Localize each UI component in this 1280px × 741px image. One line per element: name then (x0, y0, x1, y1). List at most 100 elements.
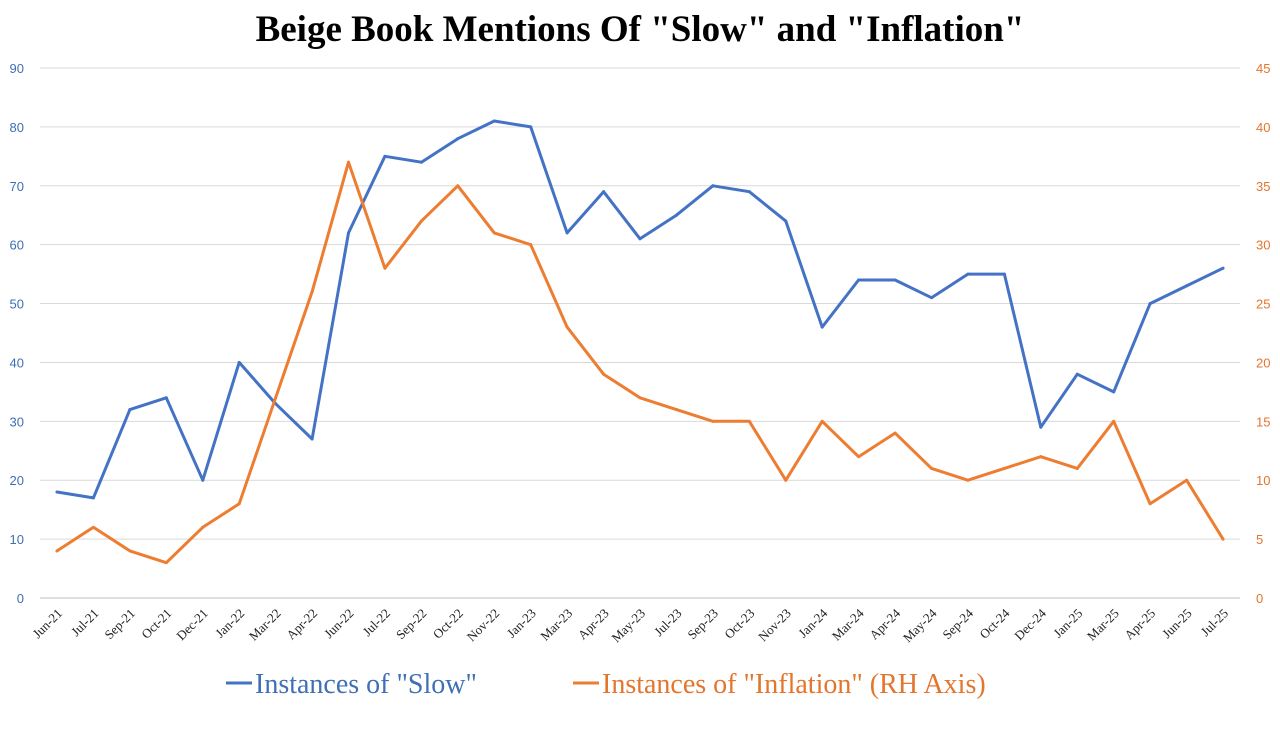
x-tick-label: May-23 (608, 606, 648, 646)
data-point-slow (784, 219, 788, 223)
x-tick-label: Sep-23 (684, 606, 721, 643)
data-point-inflation (1185, 478, 1189, 482)
data-point-slow (310, 437, 314, 441)
data-point-slow (383, 154, 387, 158)
x-tick-label: Sep-22 (393, 606, 430, 643)
left-axis: 0 10 20 30 40 50 60 70 80 90 (10, 61, 24, 606)
right-tick-label: 5 (1256, 532, 1263, 547)
right-tick-label: 35 (1256, 179, 1270, 194)
x-tick-label: Apr-23 (575, 606, 612, 643)
data-point-slow (456, 137, 460, 141)
right-tick-label: 30 (1256, 238, 1270, 253)
data-point-inflation (893, 431, 897, 435)
left-tick-label: 40 (10, 355, 24, 370)
x-tick-label: Sep-24 (939, 605, 976, 642)
x-tick-label: Jul-22 (359, 606, 393, 640)
x-tick-label: Jun-25 (1159, 606, 1195, 642)
data-point-inflation (784, 478, 788, 482)
x-tick-label: Mar-23 (537, 606, 575, 644)
left-tick-label: 80 (10, 120, 24, 135)
data-point-inflation (274, 396, 278, 400)
data-point-slow (128, 408, 132, 412)
data-point-slow (602, 190, 606, 194)
data-point-inflation (383, 266, 387, 270)
data-point-inflation (857, 455, 861, 459)
data-point-inflation (310, 290, 314, 294)
x-tick-label: Jul-23 (651, 606, 685, 640)
data-point-slow (1221, 266, 1225, 270)
right-tick-label: 15 (1256, 414, 1270, 429)
data-point-slow (1039, 425, 1043, 429)
x-tick-label: Nov-22 (464, 606, 503, 645)
data-point-slow (347, 231, 350, 235)
data-point-inflation (966, 478, 970, 482)
data-point-inflation (1039, 455, 1043, 459)
left-tick-label: 10 (10, 532, 24, 547)
legend-label-inflation: Instances of "Inflation" (RH Axis) (602, 669, 986, 700)
data-point-inflation (201, 525, 205, 529)
right-tick-label: 10 (1256, 473, 1270, 488)
data-point-slow (857, 278, 861, 282)
x-tick-label: Dec-21 (173, 606, 211, 644)
data-point-slow (492, 119, 496, 123)
left-tick-label: 50 (10, 297, 24, 312)
right-axis: 0 5 10 15 20 25 30 35 40 45 (1256, 61, 1270, 606)
data-point-inflation (1148, 502, 1152, 506)
x-tick-label: Oct-21 (138, 606, 174, 642)
data-point-slow (1148, 302, 1152, 306)
chart-title: Beige Book Mentions Of "Slow" and "Infla… (255, 9, 1025, 50)
x-tick-label: Apr-24 (866, 605, 903, 642)
data-point-inflation (1112, 419, 1116, 423)
data-point-slow (1185, 284, 1189, 288)
legend: Instances of "Slow" Instances of "Inflat… (226, 669, 986, 700)
left-tick-label: 60 (10, 238, 24, 253)
data-point-slow (419, 160, 423, 164)
data-point-slow (711, 184, 715, 188)
data-point-slow (565, 231, 569, 235)
data-point-slow (966, 272, 970, 276)
data-point-inflation (638, 396, 642, 400)
data-point-slow (164, 396, 168, 400)
left-tick-label: 0 (17, 591, 24, 606)
gridlines (40, 67, 1240, 599)
x-tick-label: Mar-22 (246, 606, 284, 644)
data-point-inflation (1002, 466, 1006, 470)
x-tick-label: Sep-21 (101, 606, 138, 643)
data-point-slow (747, 190, 751, 194)
data-point-slow (91, 496, 95, 500)
left-tick-label: 20 (10, 473, 24, 488)
data-point-inflation (602, 372, 606, 376)
left-tick-label: 30 (10, 414, 24, 429)
x-tick-label: Apr-22 (283, 606, 320, 643)
data-point-slow (674, 213, 678, 217)
data-point-inflation (164, 561, 168, 565)
data-point-inflation (419, 219, 423, 223)
data-point-inflation (347, 160, 350, 164)
data-point-slow (237, 360, 241, 364)
right-tick-label: 40 (1256, 120, 1270, 135)
data-point-slow (893, 278, 897, 282)
right-tick-label: 0 (1256, 591, 1263, 606)
data-point-slow (820, 325, 824, 329)
data-point-inflation (565, 325, 569, 329)
data-point-inflation (456, 184, 460, 188)
data-point-inflation (529, 243, 533, 247)
left-tick-label: 70 (10, 179, 24, 194)
x-tick-label: Nov-23 (755, 606, 794, 645)
data-point-inflation (492, 231, 496, 235)
series-line-slow (55, 119, 1225, 500)
x-tick-label: Jul-25 (1198, 606, 1232, 640)
data-point-inflation (747, 419, 751, 423)
x-tick-label: Apr-25 (1121, 606, 1158, 643)
left-tick-label: 90 (10, 61, 24, 76)
data-point-inflation (711, 419, 715, 423)
x-tick-label: Jan-22 (212, 606, 247, 641)
data-point-inflation (55, 549, 59, 553)
x-tick-label: Jan-23 (504, 606, 539, 641)
legend-label-slow: Instances of "Slow" (255, 669, 477, 700)
data-point-slow (201, 478, 205, 482)
right-tick-label: 25 (1256, 297, 1270, 312)
data-point-inflation (930, 466, 933, 470)
